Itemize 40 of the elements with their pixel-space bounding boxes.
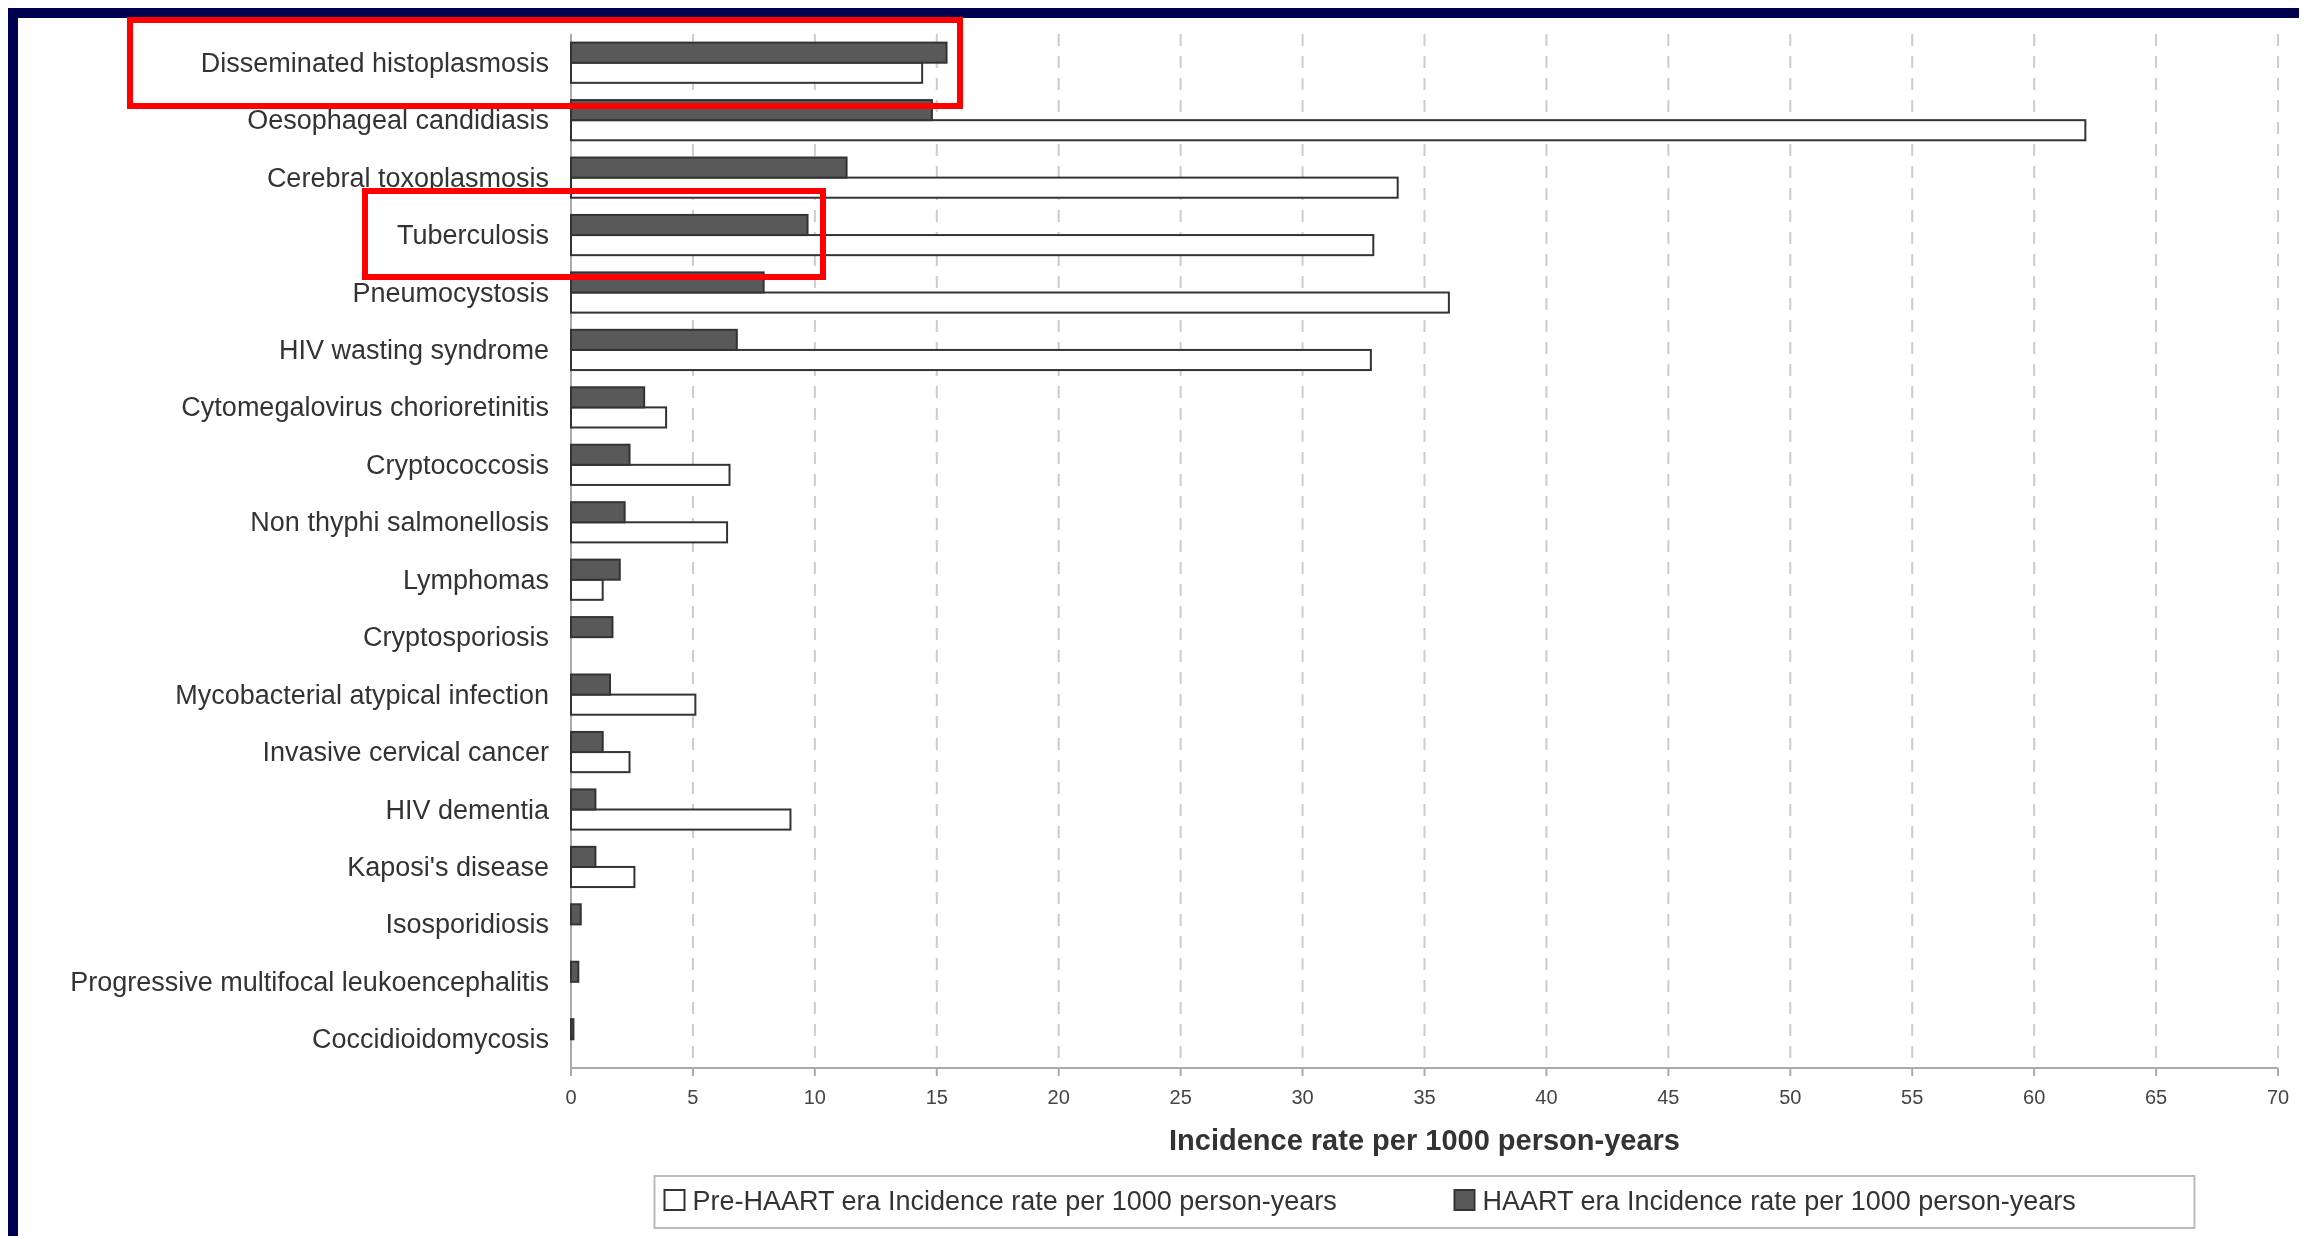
y-tick-label: Tuberculosis (396, 220, 549, 251)
x-tick-label: 60 (2023, 1086, 2046, 1108)
x-tick-label: 65 (2144, 1086, 2168, 1108)
y-tick-label: Cryptococcosis (365, 449, 549, 480)
y-tick-label: Oesophageal candidiasis (247, 105, 549, 136)
y-tick-label: Invasive cervical cancer (262, 737, 549, 768)
y-tick-label: HIV wasting syndrome (278, 334, 549, 365)
x-tick-label: 45 (1657, 1086, 1680, 1108)
bar (570, 903, 582, 926)
bar (570, 960, 580, 983)
x-tick-label: 0 (565, 1086, 577, 1108)
y-tick-label: Disseminated histoplasmosis (200, 47, 549, 78)
y-tick-label: Pneumocystosis (352, 277, 549, 308)
legend-label: HAART era Incidence rate per 1000 person-years (1482, 1186, 2076, 1216)
y-tick-label: Cytomegalovirus chorioretinitis (181, 392, 549, 423)
x-tick-label: 35 (1413, 1086, 1436, 1108)
x-tick-label: 55 (1901, 1086, 1924, 1108)
y-tick-label: Lymphomas (402, 564, 549, 595)
y-tick-label: Mycobacterial atypical infection (175, 679, 549, 710)
y-tick-label: Cerebral toxoplasmosis (266, 162, 549, 193)
y-tick-label: Non thyphi salmonellosis (250, 507, 549, 538)
x-axis-title: Incidence rate per 1000 person-years (1169, 1124, 1680, 1156)
x-tick-label: 50 (1779, 1086, 1802, 1108)
y-tick-label: Progressive multifocal leukoencephalitis (70, 966, 549, 997)
y-tick-label: Kaposi's disease (347, 851, 549, 882)
x-tick-label: 30 (1291, 1086, 1314, 1108)
x-tick-label: 25 (1169, 1086, 1192, 1108)
y-tick-label: Cryptosporiosis (362, 622, 549, 653)
bar (570, 616, 614, 639)
x-tick-label: 20 (1047, 1086, 1070, 1108)
x-tick-label: 10 (803, 1086, 826, 1108)
y-tick-label: Coccidioidomycosis (311, 1024, 549, 1055)
y-tick-label: Isosporidiosis (385, 909, 549, 940)
x-tick-label: 40 (1535, 1086, 1558, 1108)
legend-label: Pre-HAART era Incidence rate per 1000 person-years (692, 1186, 1337, 1216)
x-tick-label: 15 (925, 1086, 948, 1108)
y-tick-label: HIV dementia (385, 794, 550, 825)
bar (570, 1018, 575, 1041)
x-tick-label: 70 (2266, 1086, 2290, 1108)
x-tick-label: 5 (687, 1086, 699, 1108)
